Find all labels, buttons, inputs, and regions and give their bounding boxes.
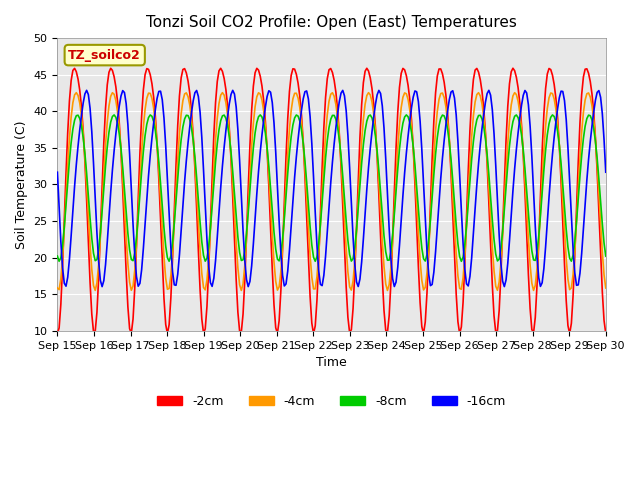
Text: TZ_soilco2: TZ_soilco2: [68, 48, 141, 61]
X-axis label: Time: Time: [316, 356, 347, 369]
Y-axis label: Soil Temperature (C): Soil Temperature (C): [15, 120, 28, 249]
Title: Tonzi Soil CO2 Profile: Open (East) Temperatures: Tonzi Soil CO2 Profile: Open (East) Temp…: [146, 15, 517, 30]
Legend: -2cm, -4cm, -8cm, -16cm: -2cm, -4cm, -8cm, -16cm: [152, 390, 511, 413]
